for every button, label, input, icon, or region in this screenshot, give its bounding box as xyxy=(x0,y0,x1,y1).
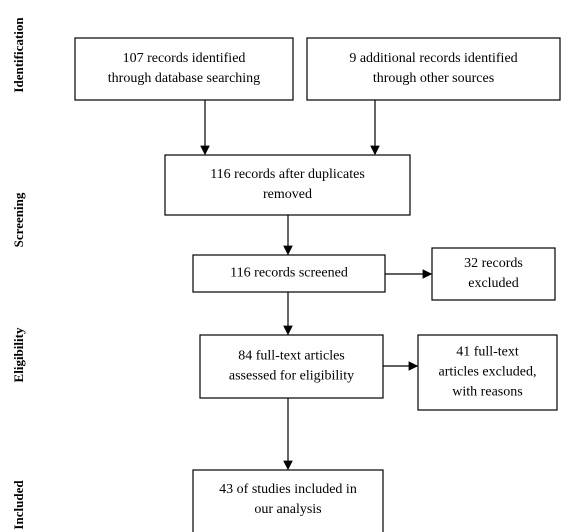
box-text: 32 records xyxy=(464,256,523,271)
box xyxy=(199,334,384,399)
stage-label: Included xyxy=(11,480,26,530)
box-text: with reasons xyxy=(452,385,522,400)
box xyxy=(306,37,561,101)
box xyxy=(164,154,411,216)
stage-label: Eligibility xyxy=(11,327,26,382)
box xyxy=(74,37,294,101)
box-text: through other sources xyxy=(373,71,494,86)
arrows xyxy=(200,100,433,471)
box-text: 116 records screened xyxy=(230,266,348,281)
box-text: excluded xyxy=(468,276,519,291)
box xyxy=(431,247,556,301)
box-text: 9 additional records identified xyxy=(349,51,517,66)
box-text: 43 of studies included in xyxy=(219,482,357,497)
box xyxy=(192,469,384,532)
box-text: our analysis xyxy=(254,502,321,517)
box-text: removed xyxy=(263,187,312,202)
box-text: articles excluded, xyxy=(439,365,537,380)
box-text: assessed for eligibility xyxy=(229,369,354,384)
box-text: 107 records identified xyxy=(123,51,246,66)
box-text: 41 full-text xyxy=(456,345,519,360)
box-text: 84 full-text articles xyxy=(238,349,345,364)
box xyxy=(417,334,558,411)
box-text: through database searching xyxy=(108,71,260,86)
box xyxy=(192,254,386,293)
stage-label: Screening xyxy=(11,192,26,247)
stage-label: Identification xyxy=(11,17,26,93)
box-text: 116 records after duplicates xyxy=(210,167,365,182)
